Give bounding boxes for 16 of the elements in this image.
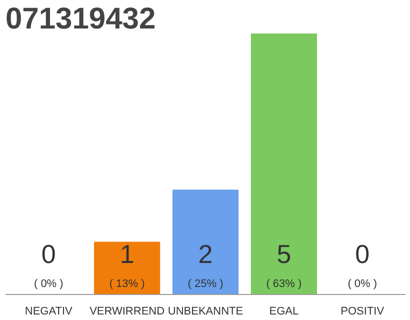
x-tick-label: UNBEKANNTE	[168, 306, 244, 318]
chart-title: 071319432	[6, 2, 156, 36]
x-tick-label: EGAL	[269, 306, 299, 318]
annotation: ( 0% )	[348, 278, 378, 290]
data-label: 2	[198, 239, 213, 270]
data-label: 1	[120, 239, 134, 270]
annotation: ( 63% )	[266, 278, 302, 290]
data-label: 5	[276, 239, 292, 270]
x-tick-label: VERWIRREND	[90, 306, 165, 318]
annotation: ( 25% )	[188, 278, 224, 290]
annotation: ( 0% )	[34, 278, 64, 290]
data-label: 0	[41, 239, 56, 270]
annotation: ( 13% )	[109, 278, 145, 290]
data-label: 0	[355, 239, 370, 270]
x-tick-label: POSITIV	[340, 306, 385, 318]
x-tick-label: NEGATIV	[24, 306, 74, 318]
